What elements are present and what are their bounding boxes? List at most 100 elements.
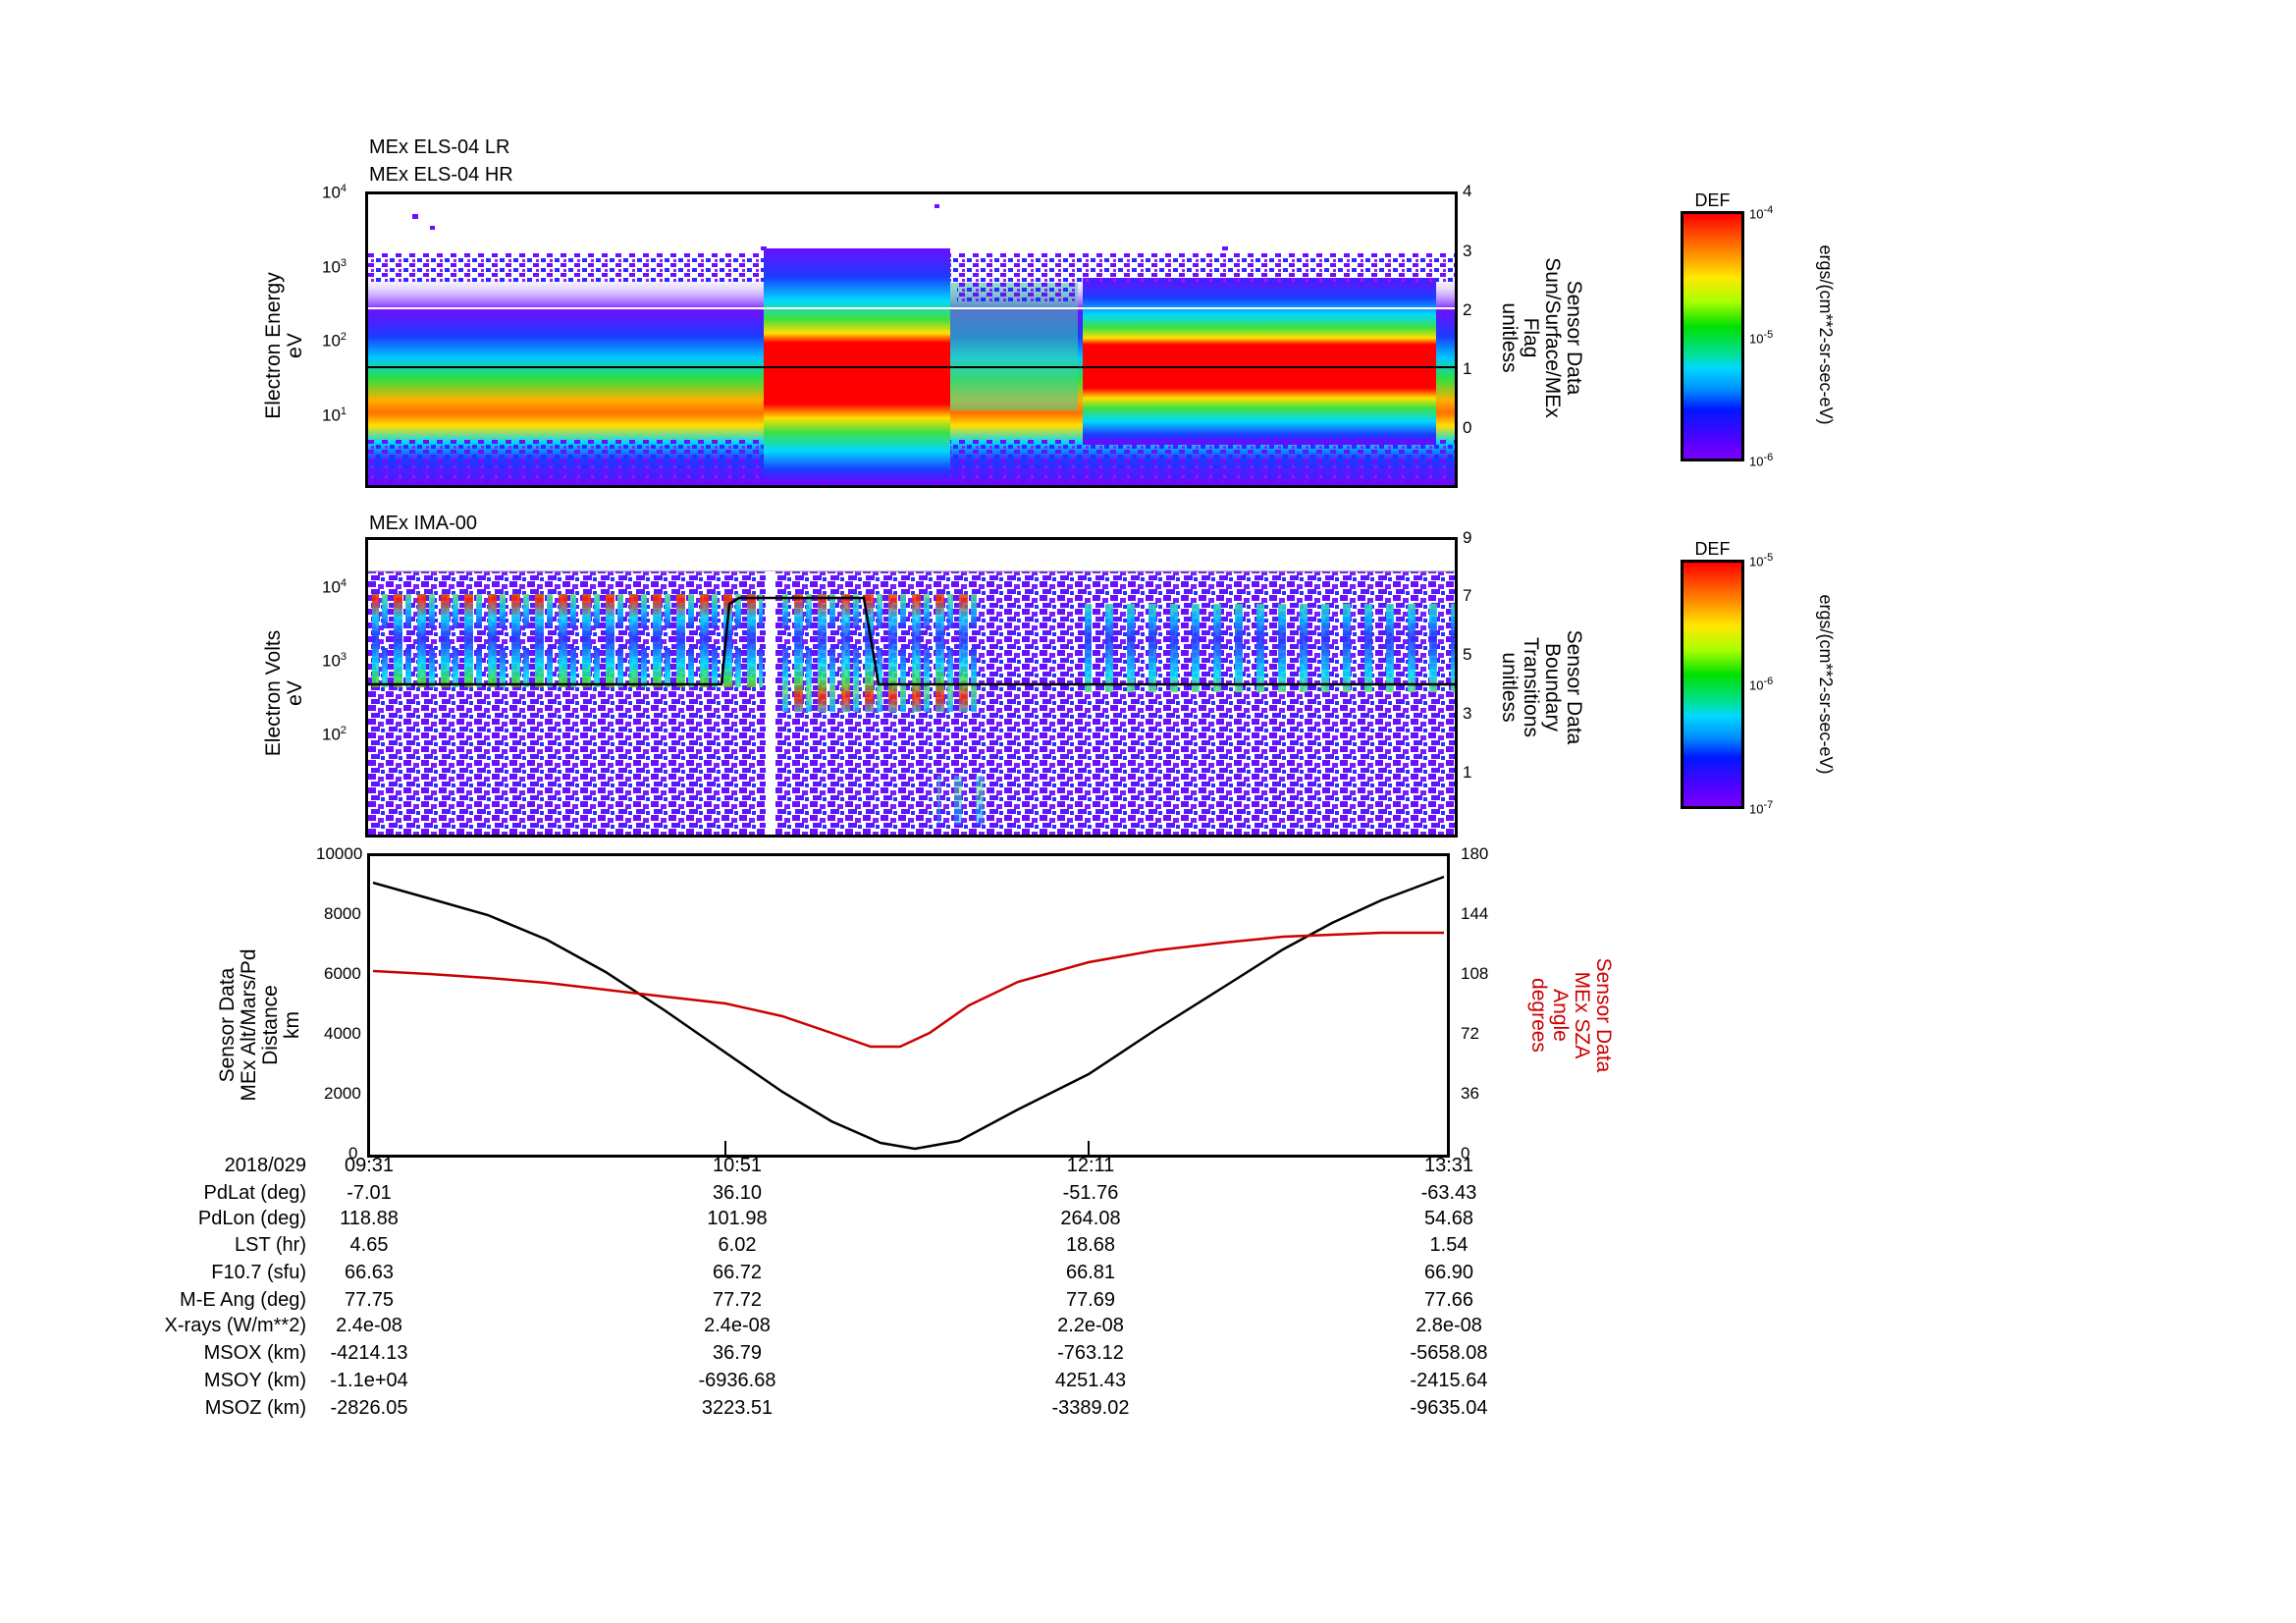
row-label: MSOX (km) xyxy=(203,1342,306,1364)
orbit-y-axis-label: Sensor Data MEx Alt/Mars/Pd Distance km xyxy=(216,917,303,1133)
ima-y2tick: 9 xyxy=(1463,528,1472,547)
row-value: 77.66 xyxy=(1423,1289,1474,1311)
row-value: -4214.13 xyxy=(330,1342,408,1364)
ima-y-axis-label-line: Electron Volts xyxy=(262,629,285,757)
orbit-y2-label-line: MEx SZA xyxy=(1571,971,1593,1059)
els-colorbar xyxy=(1681,211,1744,461)
els-y2-label-line: Flag xyxy=(1520,317,1542,358)
els-spectrogram-image xyxy=(368,204,1455,485)
ima-ytick-1e4: 104 xyxy=(322,577,347,597)
row-label: MSOZ (km) xyxy=(204,1397,306,1419)
orbit-y-label-line: Sensor Data xyxy=(216,967,239,1083)
orbit-y2-label-line: Sensor Data xyxy=(1592,957,1615,1073)
ima-y2-label-line: Sensor Data xyxy=(1563,629,1585,745)
row-label: MSOY (km) xyxy=(203,1370,306,1391)
orbit-ytick: 4000 xyxy=(324,1024,361,1043)
row-value: 264.08 xyxy=(1060,1208,1121,1229)
row-label: LST (hr) xyxy=(235,1234,306,1256)
ephemeris-row: MSOX (km) -4214.13 36.79 -763.12 -5658.0… xyxy=(0,1342,1571,1368)
orbit-ytick: 2000 xyxy=(324,1084,361,1103)
ephemeris-row: PdLat (deg) -7.01 36.10 -51.76 -63.43 xyxy=(0,1182,1571,1208)
ima-colorbar xyxy=(1681,560,1744,809)
ima-y2tick: 5 xyxy=(1463,645,1472,664)
els-y2tick: 0 xyxy=(1463,418,1472,437)
time-label: 12:11 xyxy=(1066,1155,1115,1176)
els-ytick-1e3: 103 xyxy=(322,257,347,277)
ima-y2tick: 1 xyxy=(1463,763,1472,782)
row-value: -1.1e+04 xyxy=(330,1370,408,1391)
row-value: -51.76 xyxy=(1062,1182,1119,1204)
ephemeris-row: M-E Ang (deg) 77.75 77.72 77.69 77.66 xyxy=(0,1289,1571,1315)
row-value: -7.01 xyxy=(347,1182,392,1204)
ima-spectrogram-image xyxy=(368,540,1455,835)
row-value: -2826.05 xyxy=(330,1397,408,1419)
orbit-ytick: 6000 xyxy=(324,964,361,983)
row-value: -5658.08 xyxy=(1410,1342,1488,1364)
els-y2tick: 4 xyxy=(1463,182,1472,200)
ima-y-axis-label-unit: eV xyxy=(284,680,306,706)
row-value: 77.69 xyxy=(1065,1289,1116,1311)
ima-y2tick: 3 xyxy=(1463,704,1472,723)
row-label: PdLon (deg) xyxy=(197,1208,306,1229)
ephemeris-row: LST (hr) 4.65 6.02 18.68 1.54 xyxy=(0,1234,1571,1260)
ima-colorbar-units: ergs/(cm**2-sr-sec-eV) xyxy=(1816,594,1836,775)
ephemeris-row: MSOZ (km) -2826.05 3223.51 -3389.02 -963… xyxy=(0,1397,1571,1423)
orbit-ytick: 0 xyxy=(348,1144,358,1163)
els-colorbar-units: ergs/(cm**2-sr-sec-eV) xyxy=(1816,244,1836,425)
row-value: -6936.68 xyxy=(698,1370,776,1391)
orbit-ytick: 8000 xyxy=(324,904,361,923)
row-value: -63.43 xyxy=(1420,1182,1477,1204)
els-ytick-1e4: 104 xyxy=(322,183,347,202)
els-title-line-2: MEx ELS-04 HR xyxy=(369,164,513,186)
els-y-axis-label-line: Electron Energy xyxy=(262,272,285,419)
ima-y2-label-line: Transitions xyxy=(1520,637,1542,737)
row-value: 2.4e-08 xyxy=(704,1315,771,1336)
els-y2tick: 1 xyxy=(1463,359,1472,378)
row-label: F10.7 (sfu) xyxy=(211,1262,306,1283)
orbit-y2-label-line: Angle xyxy=(1549,989,1572,1042)
orbit-ytick: 10000 xyxy=(316,844,363,863)
row-value: 2.8e-08 xyxy=(1415,1315,1482,1336)
els-title-line-1: MEx ELS-04 LR xyxy=(369,136,510,158)
sza-series-line xyxy=(372,931,1444,1049)
els-y2tick: 3 xyxy=(1463,242,1472,260)
time-label: 13:31 xyxy=(1423,1155,1474,1176)
row-value: -763.12 xyxy=(1057,1342,1124,1364)
orbit-y-label-line: MEx Alt/Mars/Pd xyxy=(238,948,260,1102)
row-value: 66.63 xyxy=(344,1262,395,1283)
ima-y2-axis-label: Sensor Data Boundary Transitions unitles… xyxy=(1498,589,1585,785)
row-value: -3389.02 xyxy=(1051,1397,1130,1419)
ima-ytick-1e3: 103 xyxy=(322,651,347,671)
els-y-axis-label: Electron Energy eV xyxy=(262,247,306,444)
row-value: 3223.51 xyxy=(701,1397,774,1419)
distance-series-line xyxy=(372,875,1445,1151)
row-value: -9635.04 xyxy=(1410,1397,1488,1419)
row-value: 4251.43 xyxy=(1054,1370,1127,1391)
ima-colorbar-title: DEF xyxy=(1694,539,1731,559)
row-value: 36.79 xyxy=(712,1342,763,1364)
row-value: 66.90 xyxy=(1423,1262,1474,1283)
els-colorbar-tick-min: 10-6 xyxy=(1749,452,1774,469)
orbit-y2tick: 180 xyxy=(1461,844,1489,863)
ima-colorbar-tick-max: 10-5 xyxy=(1749,552,1774,569)
row-value: -2415.64 xyxy=(1410,1370,1488,1391)
orbit-line-plot-svg xyxy=(372,875,1445,1155)
ima-colorbar-tick-mid: 10-6 xyxy=(1749,676,1774,693)
ima-y2-label-line: unitless xyxy=(1498,652,1521,723)
els-colorbar-title: DEF xyxy=(1694,190,1731,210)
ephemeris-row: MSOY (km) -1.1e+04 -6936.68 4251.43 -241… xyxy=(0,1370,1571,1395)
row-label: X-rays (W/m**2) xyxy=(164,1315,306,1336)
time-label: 10:51 xyxy=(712,1155,763,1176)
els-spectrogram xyxy=(365,191,1458,488)
row-value: 77.72 xyxy=(712,1289,763,1311)
row-label: M-E Ang (deg) xyxy=(180,1289,306,1311)
row-value: 77.75 xyxy=(344,1289,395,1311)
row-value: 1.54 xyxy=(1429,1234,1468,1256)
orbit-y2tick: 144 xyxy=(1461,904,1489,923)
ephemeris-time-row: 2018/029 09:31 10:51 12:11 13:31 xyxy=(0,1155,1571,1180)
ima-title: MEx IMA-00 xyxy=(369,513,478,534)
row-value: 66.81 xyxy=(1065,1262,1116,1283)
ima-ytick-1e2: 102 xyxy=(322,725,347,744)
row-value: 54.68 xyxy=(1423,1208,1474,1229)
ephemeris-date: 2018/029 xyxy=(224,1155,306,1176)
